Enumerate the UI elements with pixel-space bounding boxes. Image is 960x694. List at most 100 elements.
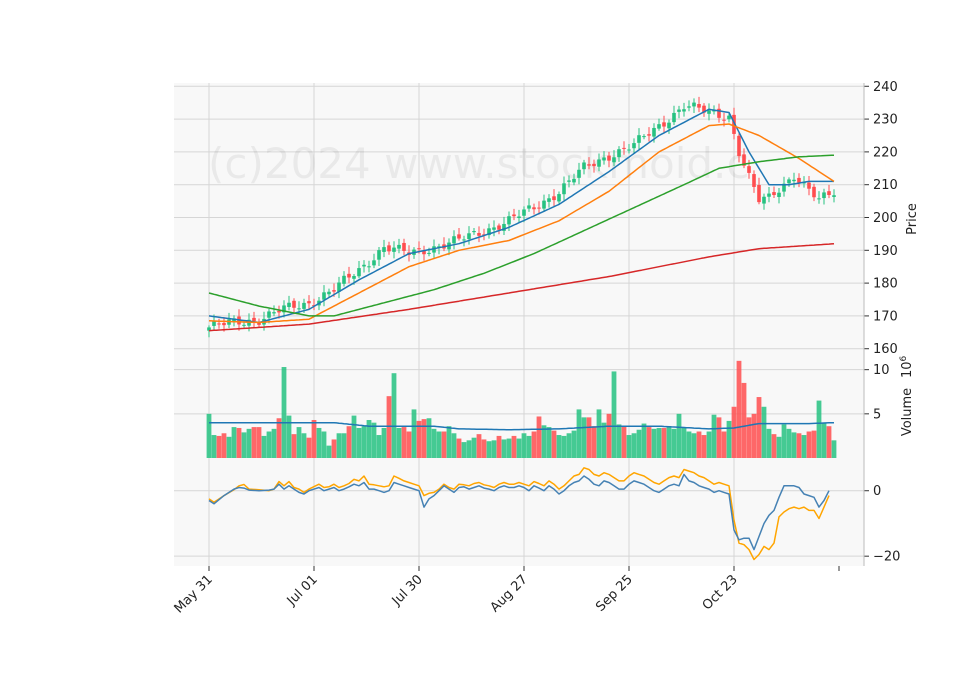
candle-body: [357, 268, 361, 277]
candle-body: [302, 302, 306, 309]
candle-body: [207, 327, 211, 331]
volume-bar: [211, 435, 217, 458]
volume-bar: [501, 439, 507, 458]
volume-bar: [601, 422, 607, 458]
volume-bar: [316, 427, 322, 458]
volume-bar: [481, 439, 487, 458]
volume-bar: [471, 437, 477, 458]
candle-body: [307, 301, 311, 304]
volume-bar: [686, 431, 692, 458]
volume-bar: [786, 428, 792, 458]
volume-bar: [591, 426, 597, 458]
ma-200-line: [208, 242, 835, 332]
volume-bar: [476, 434, 482, 458]
candle-body: [422, 250, 426, 255]
candle-body: [762, 196, 766, 204]
volume-bar: [226, 436, 232, 458]
volume-bar: [611, 371, 617, 458]
volume-bar: [531, 431, 537, 458]
candle-body: [222, 322, 226, 326]
volume-bar: [411, 409, 417, 458]
candle-body: [517, 216, 521, 219]
candle-body: [782, 183, 786, 192]
volume-bar: [301, 433, 307, 458]
volume-bar: [556, 435, 562, 458]
volume-bar: [606, 413, 612, 458]
volume-bar: [291, 434, 297, 458]
candle-body: [507, 216, 511, 225]
y-tick-label: 210: [873, 178, 898, 193]
volume-bar: [721, 431, 727, 458]
volume-bar: [821, 422, 827, 458]
candle-body: [622, 147, 626, 149]
candle-body: [607, 155, 611, 161]
candle-body: [527, 205, 531, 209]
candle-body: [637, 135, 641, 143]
candle-body: [542, 200, 546, 209]
volume-bars: [206, 360, 837, 458]
volume-bar: [691, 433, 697, 458]
candle-body: [692, 102, 696, 107]
volume-bar: [466, 440, 472, 458]
y-tick-label: −20: [873, 550, 900, 565]
volume-bar: [216, 435, 222, 458]
candle-body: [677, 109, 681, 112]
candle-body: [777, 192, 781, 197]
candle-body: [492, 227, 496, 230]
candle-body: [392, 247, 396, 252]
y-tick-label: 180: [873, 277, 898, 292]
volume-bar: [666, 426, 672, 458]
volume-bar: [371, 422, 377, 458]
y-tick-label: 10: [873, 363, 890, 378]
volume-bar: [831, 440, 837, 458]
volume-bar: [566, 433, 572, 458]
candle-body: [342, 275, 346, 284]
volume-bar: [331, 439, 337, 458]
volume-bar: [616, 424, 622, 458]
candle-body: [817, 198, 821, 200]
candle-body: [522, 209, 526, 216]
ma-short-line: [208, 108, 834, 324]
volume-bar: [736, 360, 742, 458]
candle-body: [242, 324, 246, 326]
candle-body: [337, 282, 341, 292]
candle-body: [532, 207, 536, 210]
volume-bar: [676, 413, 682, 458]
volume-exponent-value: 6: [899, 355, 909, 361]
volume-bar: [346, 426, 352, 458]
volume-bar: [656, 427, 662, 458]
candle-body: [287, 302, 291, 307]
candle-body: [737, 135, 741, 157]
candle-body: [787, 179, 791, 184]
volume-bar: [401, 427, 407, 458]
candle-body: [707, 110, 711, 114]
candle-body: [747, 166, 751, 173]
volume-bar: [751, 413, 757, 458]
volume-bar: [356, 427, 362, 458]
volume-bar: [381, 427, 387, 458]
oscillator-signal-line: [208, 467, 830, 561]
y-tick-label: 5: [873, 407, 881, 422]
candle-body: [567, 180, 571, 182]
volume-bar: [516, 438, 522, 458]
candle-body: [402, 242, 406, 251]
volume-bar: [461, 442, 467, 458]
candle-body: [352, 276, 356, 279]
volume-bar: [811, 430, 817, 458]
y-tick-label: 240: [873, 80, 898, 95]
candle-body: [332, 290, 336, 292]
candle-body: [722, 119, 726, 121]
volume-bar: [671, 428, 677, 458]
volume-bar: [716, 417, 722, 458]
volume-axis-exponent: 106: [899, 355, 915, 378]
volume-bar: [431, 428, 437, 458]
volume-bar: [376, 435, 382, 458]
volume-bar: [631, 433, 637, 458]
candle-body: [512, 214, 516, 217]
candle-body: [822, 192, 826, 199]
volume-bar: [701, 435, 707, 458]
volume-bar: [256, 427, 262, 458]
volume-bar: [546, 427, 552, 458]
